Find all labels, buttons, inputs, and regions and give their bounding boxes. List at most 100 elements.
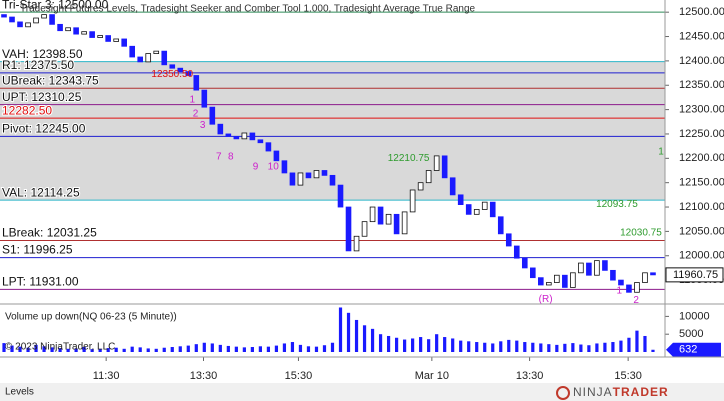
annotation: 12350.50 [151, 69, 193, 80]
candle-body [562, 274, 568, 288]
level-label: Tri-Star 3: 12500.00 [2, 0, 109, 11]
candle-body [81, 31, 87, 35]
y-tick-label: 10000 [679, 310, 710, 322]
candle-body [201, 89, 208, 108]
level-label: UBreak: 12343.75 [2, 73, 99, 87]
volume-bar [98, 348, 102, 352]
candle-body [289, 172, 296, 186]
candle-body [634, 282, 640, 293]
volume-bar [114, 347, 118, 352]
candle-body [249, 132, 256, 141]
volume-bar [403, 339, 407, 352]
candle-body [449, 177, 456, 196]
candle-body [145, 53, 152, 63]
volume-bar [186, 345, 190, 352]
y-tick-label: 12150.00 [679, 177, 724, 189]
candle-body [353, 235, 360, 252]
y-tick-label: 12250.00 [679, 128, 724, 140]
candle-body [241, 132, 248, 140]
y-tick-label: 12350.00 [679, 79, 724, 91]
candle-body [497, 216, 504, 235]
volume-bar [427, 339, 431, 352]
candle-body [401, 211, 408, 235]
volume-bar [587, 345, 591, 352]
volume-bar [563, 343, 567, 352]
candle-body [321, 170, 328, 176]
level-label: VAL: 12114.25 [2, 185, 80, 199]
candle-body [49, 14, 55, 25]
volume-bar [106, 348, 110, 352]
volume-bar [627, 337, 631, 352]
volume-bar [386, 335, 391, 352]
candle-body [513, 245, 520, 259]
candle-body [57, 23, 63, 32]
volume-bar [330, 342, 335, 352]
volume-bar [419, 337, 423, 352]
candle-body [305, 172, 312, 179]
price-marker [665, 267, 724, 283]
volume-bar [242, 347, 246, 352]
volume-bar [58, 348, 62, 352]
candle-body [113, 38, 119, 42]
annotation: 12030.75 [620, 227, 662, 238]
volume-bar [178, 346, 182, 352]
candle-body [273, 150, 280, 162]
volume-bar [451, 338, 455, 352]
y-tick-label: 12000.00 [679, 250, 724, 262]
level-label: UPT: 12310.25 [2, 90, 82, 104]
annotation: 1 [658, 147, 664, 158]
volume-bar [467, 341, 471, 352]
annotation: 9 [253, 162, 259, 173]
volume-bar [250, 347, 254, 352]
volume-bar [378, 334, 383, 352]
y-tick-label: 12450.00 [679, 30, 724, 42]
candle-body [97, 35, 103, 38]
candle-body [385, 213, 392, 225]
candle-body [489, 201, 496, 218]
candle-body [105, 35, 111, 42]
candle-body [185, 71, 192, 76]
candle-body [361, 221, 368, 237]
annotation: 12210.75 [388, 153, 430, 164]
candle-body [417, 182, 424, 191]
logo-part: TRADER [613, 385, 669, 399]
volume-bar [202, 342, 206, 352]
volume-bar [34, 344, 38, 352]
level-label: LBreak: 12031.25 [2, 226, 97, 240]
candle-body [578, 262, 584, 274]
x-tick-label: 13:30 [190, 370, 218, 382]
y-tick-label: 12500.00 [679, 6, 724, 18]
candle-body [345, 206, 352, 252]
volume-bar [314, 346, 319, 352]
volume-bar [499, 341, 503, 352]
indicator-header: Tradesight Futures Levels, Tradesight Se… [20, 4, 476, 15]
volume-bar [66, 348, 70, 352]
candle-body [17, 21, 23, 28]
candle-body [554, 274, 560, 283]
candle-body [121, 38, 127, 47]
candle-body [546, 282, 552, 286]
annotation: 2 [633, 295, 639, 306]
volume-bar [322, 345, 327, 352]
x-tick-label: 15:30 [614, 370, 642, 382]
annotation: 7 [216, 151, 222, 162]
volume-bar [443, 337, 447, 352]
annotation: 3 [200, 120, 206, 131]
candle-body [570, 272, 576, 288]
volume-bar [130, 346, 134, 352]
annotation: 2 [193, 109, 199, 120]
level-label: LPT: 11931.00 [2, 275, 79, 289]
volume-bar [643, 335, 647, 352]
candle-body [65, 27, 71, 32]
candle-body [409, 189, 416, 213]
y-tick-label: 12300.00 [679, 104, 724, 116]
candle-body [329, 174, 336, 186]
candle-body [161, 50, 168, 66]
candle-body [602, 260, 608, 271]
candle-body [233, 135, 240, 140]
candle-body [377, 206, 384, 225]
volume-bar [338, 307, 343, 352]
candle-body [9, 16, 15, 23]
tab[interactable]: Levels [5, 387, 34, 398]
candle-body [626, 284, 632, 293]
